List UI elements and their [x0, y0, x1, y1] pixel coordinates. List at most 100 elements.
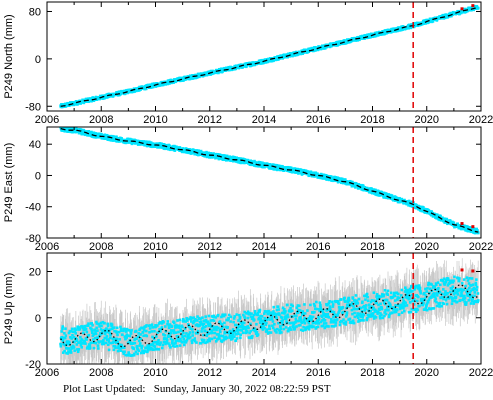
data-point — [242, 157, 245, 161]
data-point — [76, 350, 80, 354]
data-point — [162, 333, 165, 336]
data-point — [187, 147, 190, 151]
data-point — [69, 329, 73, 333]
data-point — [195, 323, 199, 326]
data-point — [169, 337, 173, 341]
data-point — [400, 25, 403, 28]
data-point — [144, 329, 148, 333]
data-point — [190, 341, 194, 345]
data-point — [136, 352, 139, 356]
data-point — [150, 343, 153, 347]
data-point — [163, 325, 167, 328]
data-point — [401, 28, 404, 31]
data-point — [127, 353, 131, 356]
x-tick-label: 2020 — [415, 114, 439, 126]
data-point — [456, 11, 459, 15]
data-point — [302, 51, 306, 54]
data-point — [344, 178, 347, 182]
x-tick-label: 2010 — [143, 241, 167, 253]
data-point — [142, 351, 146, 355]
data-point — [65, 347, 69, 350]
data-point — [397, 200, 401, 204]
data-point — [207, 151, 210, 155]
data-point — [399, 200, 402, 204]
data-point — [72, 335, 76, 339]
data-point — [86, 134, 89, 137]
data-point — [116, 333, 119, 337]
data-point — [121, 333, 124, 337]
data-point — [78, 131, 81, 135]
data-point — [181, 150, 184, 154]
data-point — [243, 158, 247, 161]
data-point — [112, 340, 115, 343]
data-point — [104, 341, 108, 345]
data-point — [78, 327, 82, 331]
data-point — [320, 176, 324, 180]
data-point — [176, 335, 180, 338]
data-point — [302, 172, 306, 175]
data-point — [87, 322, 90, 325]
data-point — [158, 343, 162, 346]
data-point — [71, 333, 74, 337]
data-point — [82, 129, 86, 132]
data-point — [61, 351, 65, 354]
data-point — [374, 192, 378, 195]
data-point — [245, 65, 248, 69]
data-point — [114, 346, 117, 349]
data-point — [123, 350, 126, 354]
data-point — [82, 101, 86, 105]
data-point — [219, 69, 223, 73]
data-point — [79, 341, 83, 345]
panel-1: 2006 2008 2010 2012 2014 2016 2018 2020 2022 80 0 -… — [3, 1, 493, 126]
data-point — [79, 339, 82, 342]
data-point — [60, 105, 64, 109]
data-point — [325, 178, 328, 181]
data-point — [377, 30, 381, 34]
data-point — [400, 197, 404, 201]
data-point — [116, 349, 120, 353]
y-tick-label: -40 — [25, 202, 41, 214]
data-point — [125, 336, 129, 339]
data-point — [195, 341, 198, 344]
x-tick-label: 2020 — [415, 241, 439, 253]
x-tick-label: 2008 — [89, 114, 113, 126]
data-point — [140, 346, 143, 350]
data-point — [77, 348, 81, 351]
data-point — [72, 346, 76, 349]
data-point — [184, 147, 188, 150]
data-point — [125, 333, 129, 337]
data-point — [133, 352, 136, 356]
data-point — [143, 350, 147, 353]
data-point — [64, 327, 67, 330]
data-point — [291, 54, 294, 58]
data-point — [218, 153, 222, 156]
data-point — [414, 206, 418, 210]
data-point — [373, 35, 376, 38]
data-point — [127, 351, 130, 354]
data-point — [101, 341, 105, 344]
data-point — [89, 341, 93, 345]
data-point — [118, 346, 121, 350]
data-point — [61, 339, 65, 342]
data-point — [199, 149, 203, 153]
data-point — [74, 332, 78, 335]
data-point — [279, 54, 283, 57]
data-point — [132, 353, 136, 357]
data-point — [137, 332, 140, 335]
data-point — [329, 175, 333, 178]
data-point — [69, 336, 72, 339]
data-point — [179, 329, 183, 333]
data-point — [91, 324, 94, 327]
data-point — [192, 316, 196, 319]
data-point — [73, 330, 77, 333]
data-point — [264, 61, 268, 64]
data-point — [79, 128, 82, 131]
data-point — [193, 339, 197, 343]
data-point — [140, 344, 144, 348]
data-point — [99, 331, 102, 335]
data-point — [467, 225, 470, 229]
data-point — [139, 342, 142, 345]
data-point — [66, 352, 69, 355]
data-point — [68, 342, 71, 346]
data-point — [439, 214, 442, 218]
